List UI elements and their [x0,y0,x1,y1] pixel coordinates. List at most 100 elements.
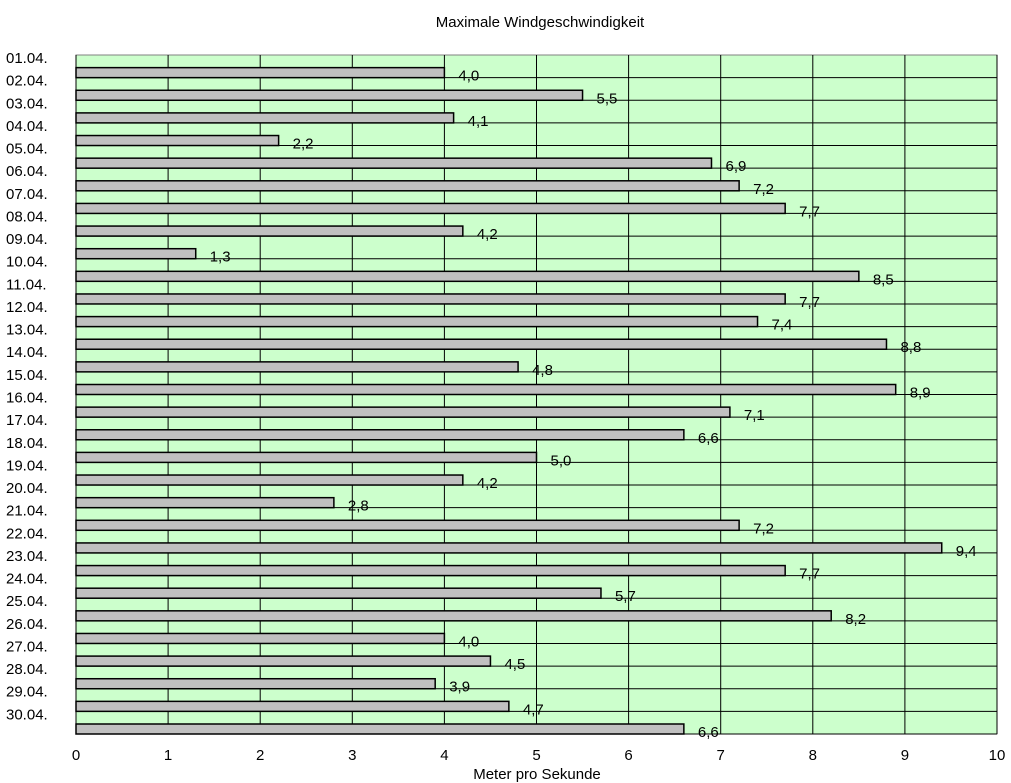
data-label: 8,8 [900,339,921,356]
bar [75,270,860,283]
bar [75,632,446,645]
x-tick-label: 6 [624,747,632,764]
x-tick-label: 3 [348,747,356,764]
bar [75,112,455,124]
bar [75,655,492,667]
category-label: 29.04. [6,684,48,701]
data-label: 6,9 [725,158,746,175]
bar [75,542,943,554]
data-label: 7,1 [744,407,765,424]
category-label: 23.04. [6,548,48,565]
bar [75,180,740,192]
data-label: 6,6 [698,430,719,447]
category-label: 04.04. [6,118,48,135]
bar [75,66,446,79]
bar [75,723,685,735]
x-tick-label: 2 [256,747,264,764]
data-label: 2,2 [293,136,314,153]
bar [75,587,602,599]
data-label: 7,2 [753,181,774,198]
category-label: 13.04. [6,322,48,339]
category-label: 25.04. [6,593,48,610]
data-label: 4,2 [477,226,498,243]
data-label: 1,3 [210,249,231,266]
bar [75,361,519,373]
category-label: 21.04. [6,503,48,520]
x-tick-label: 0 [72,747,80,764]
category-label: 26.04. [6,616,48,633]
data-label: 7,7 [799,566,820,583]
bar [75,610,832,622]
bar [75,429,685,441]
data-label: 4,0 [458,68,479,85]
category-label: 28.04. [6,661,48,678]
data-label: 7,7 [799,203,820,220]
data-label: 4,1 [468,113,489,130]
data-label: 7,4 [772,317,793,334]
x-tick-label: 4 [440,747,448,764]
x-tick-label: 9 [901,747,909,764]
bar [75,451,538,464]
category-label: 06.04. [6,163,48,180]
data-label: 5,0 [551,452,572,469]
x-tick-label: 1 [164,747,172,764]
data-label: 5,7 [615,588,636,605]
x-tick-label: 8 [809,747,817,764]
category-label: 07.04. [6,186,48,203]
category-label: 11.04. [6,276,47,293]
category-label: 12.04. [6,299,48,316]
category-label: 30.04. [6,706,48,723]
data-label: 6,6 [698,724,719,741]
value-labels: 4,0 5,5 4,1 2,2 6,9 7,2 7,7 4,2 1,3 8,5 7,7 7,4 8,8 4… [210,68,977,741]
bar [75,293,786,305]
bar [75,474,464,486]
data-label: 8,2 [845,611,866,628]
data-label: 8,5 [873,271,894,288]
bar [75,519,740,532]
bar [75,564,786,577]
bar [75,134,280,147]
bar [75,383,897,396]
chart-title: Maximale Windgeschwindigkeit [436,14,645,31]
category-label: 19.04. [6,457,48,474]
bar [75,157,713,169]
bars [75,66,943,735]
data-label: 5,5 [597,90,618,107]
category-label: 10.04. [6,254,48,271]
category-label: 17.04. [6,412,48,429]
category-label: 20.04. [6,480,48,497]
category-labels: 01.04. 02.04. 03.04. 04.04. 05.04. 06.04. 07.0… [6,50,48,723]
category-label: 05.04. [6,141,48,158]
data-label: 4,2 [477,475,498,492]
bar [75,247,197,260]
x-axis-title: Meter pro Sekunde [473,766,601,783]
data-label: 4,8 [532,362,553,379]
x-tick-label: 5 [532,747,540,764]
data-label: 4,0 [458,633,479,650]
bar [75,338,888,350]
bar [75,496,335,509]
bar [75,700,510,713]
bar [75,202,786,215]
data-label: 9,4 [956,543,977,560]
data-label: 3,9 [449,679,470,696]
category-label: 02.04. [6,73,48,90]
category-label: 14.04. [6,344,48,361]
data-label: 7,7 [799,294,820,311]
x-tick-label: 10 [989,747,1006,764]
category-label: 15.04. [6,367,48,384]
data-label: 8,9 [910,385,931,402]
data-label: 4,5 [504,656,525,673]
bar [75,406,731,418]
category-label: 22.04. [6,525,48,542]
category-label: 18.04. [6,435,48,452]
bar [75,225,464,237]
bar [75,677,436,690]
category-label: 01.04. [6,50,48,67]
bar [75,89,584,102]
category-label: 08.04. [6,208,48,225]
category-label: 27.04. [6,638,48,655]
data-label: 4,7 [523,701,544,718]
category-label: 24.04. [6,571,48,588]
